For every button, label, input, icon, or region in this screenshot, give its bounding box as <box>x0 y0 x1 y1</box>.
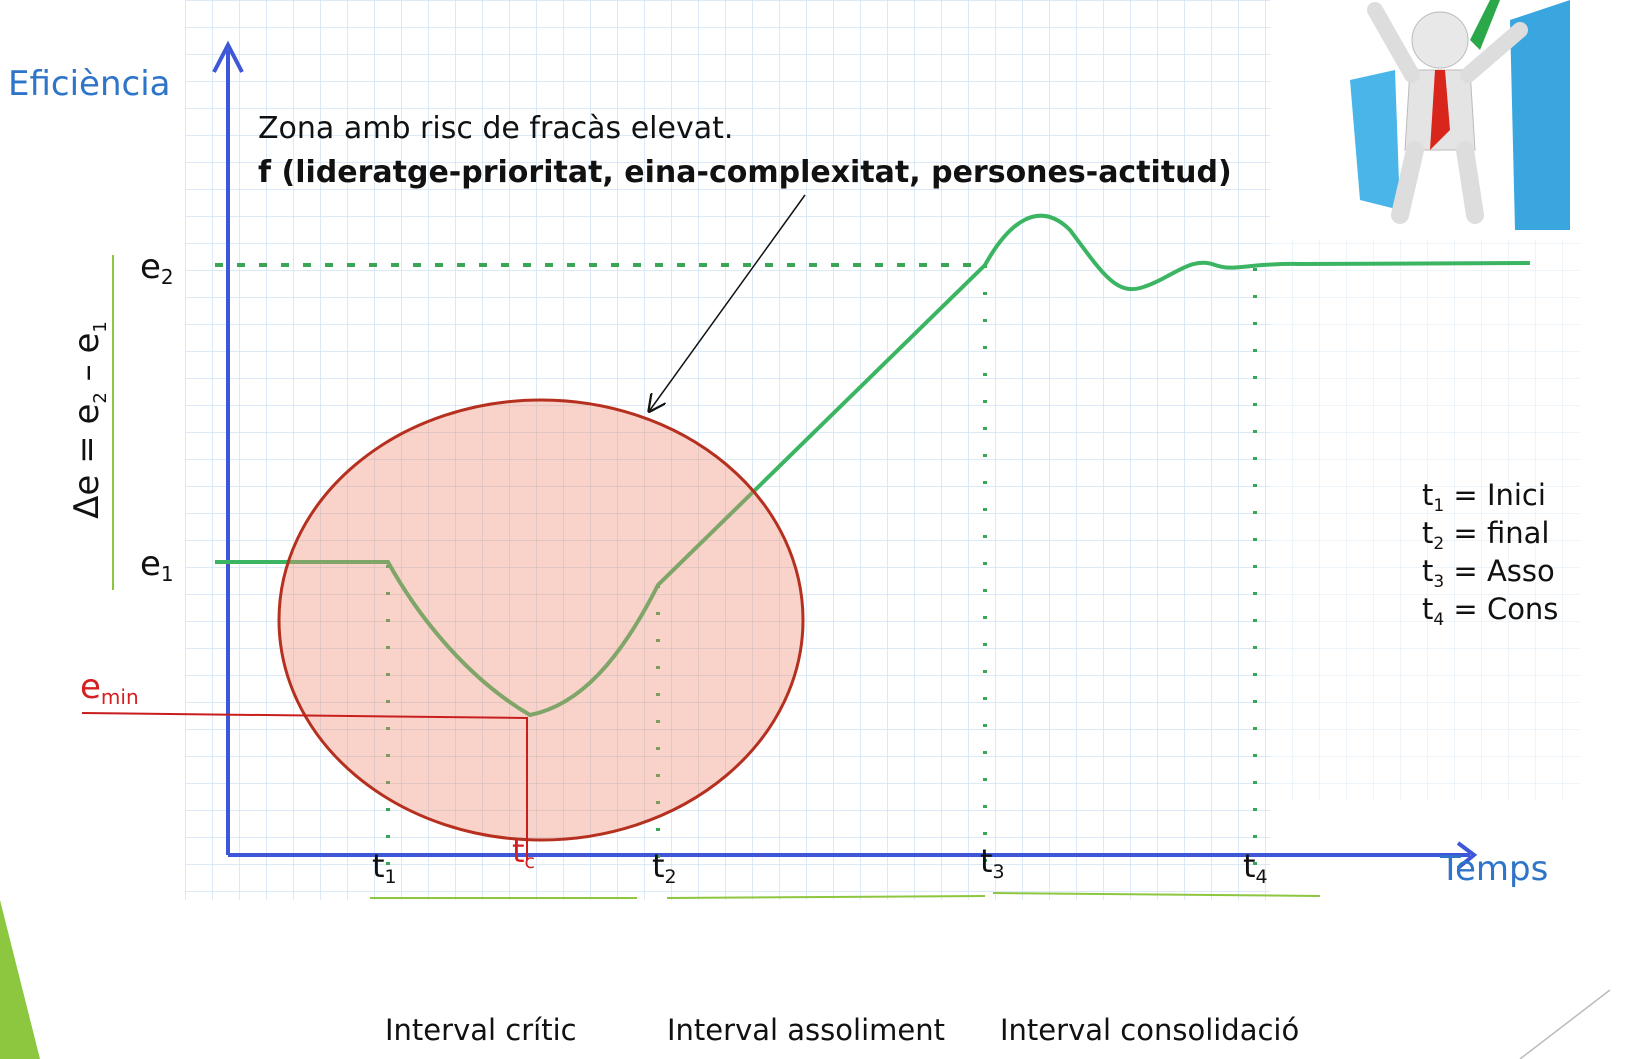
emin-guide <box>81 712 528 860</box>
time-label-base: t <box>980 842 993 880</box>
level-label-sub: min <box>101 685 139 709</box>
legend-item-sub: 4 <box>1433 610 1444 630</box>
time-label-base: t <box>372 847 385 885</box>
legend-item: t4 = Cons <box>1422 592 1558 630</box>
interval-label: Interval crític <box>385 1013 577 1047</box>
delta-lhs: Δe = e <box>67 404 107 519</box>
level-label-sub: 1 <box>161 562 174 586</box>
legend-item-sub: 1 <box>1433 496 1444 516</box>
time-label: tc <box>512 832 535 873</box>
legend-item-text: = final <box>1444 516 1549 550</box>
time-label: t4 <box>1243 847 1268 888</box>
legend-item: t2 = final <box>1422 516 1549 554</box>
time-label-sub: 4 <box>1256 866 1268 888</box>
efficiency-curve <box>215 213 1531 718</box>
level-label-base: e <box>80 667 101 707</box>
time-label-sub: 2 <box>665 866 677 888</box>
grid-paper <box>185 0 1270 900</box>
time-guides <box>386 265 1257 880</box>
corner-decoration <box>0 900 40 1059</box>
annotation-line1: Zona amb risc de fracàs elevat. <box>258 111 733 146</box>
time-label-base: t <box>512 832 525 870</box>
level-label: emin <box>80 667 139 709</box>
time-label-base: t <box>652 847 665 885</box>
interval-label: Interval consolidació <box>1000 1013 1299 1047</box>
illustration <box>1350 0 1570 230</box>
risk-zone <box>277 398 805 842</box>
legend-item-base: t <box>1422 554 1433 588</box>
time-label-sub: c <box>525 851 535 873</box>
time-label: t3 <box>980 842 1005 883</box>
legend-item-text: = Inici <box>1444 478 1546 512</box>
time-label: t1 <box>372 847 397 888</box>
legend-item-sub: 3 <box>1433 572 1444 592</box>
level-label: e2 <box>140 247 174 289</box>
level-label: e1 <box>140 544 174 586</box>
y-axis-arrow <box>212 40 244 73</box>
legend-item: t3 = Asso <box>1422 554 1555 592</box>
time-label-sub: 1 <box>385 866 397 888</box>
time-label-sub: 3 <box>993 861 1005 883</box>
interval-underlines <box>370 892 1321 899</box>
legend-item-text: = Cons <box>1444 592 1558 626</box>
time-label: t2 <box>652 847 677 888</box>
interval-label: Interval assoliment <box>667 1013 945 1047</box>
level-label-base: e <box>140 544 161 584</box>
annotation-arrow <box>650 194 806 410</box>
grid-paper-right <box>1270 240 1580 800</box>
legend-item: t1 = Inici <box>1422 478 1546 516</box>
y-axis-label: Eficiència <box>8 64 170 104</box>
legend-item-text: = Asso <box>1444 554 1555 588</box>
delta-a-sub: 2 <box>90 392 111 403</box>
legend-item-base: t <box>1422 478 1433 512</box>
x-axis-label: Temps <box>1439 849 1548 889</box>
annotation-line2: f (lideratge-prioritat, eina-complexitat… <box>258 155 1232 190</box>
delta-label: Δe = e2 – e1 <box>67 321 111 519</box>
time-label-base: t <box>1243 847 1256 885</box>
legend-item-base: t <box>1422 592 1433 626</box>
x-axis-arrow <box>1456 841 1478 870</box>
level-label-sub: 2 <box>161 265 174 289</box>
delta-op: – e <box>67 333 107 393</box>
level-label-base: e <box>140 247 161 287</box>
legend-item-base: t <box>1422 516 1433 550</box>
corner-line <box>1519 989 1611 1059</box>
legend-item-sub: 2 <box>1433 534 1444 554</box>
delta-b-sub: 1 <box>90 321 111 332</box>
